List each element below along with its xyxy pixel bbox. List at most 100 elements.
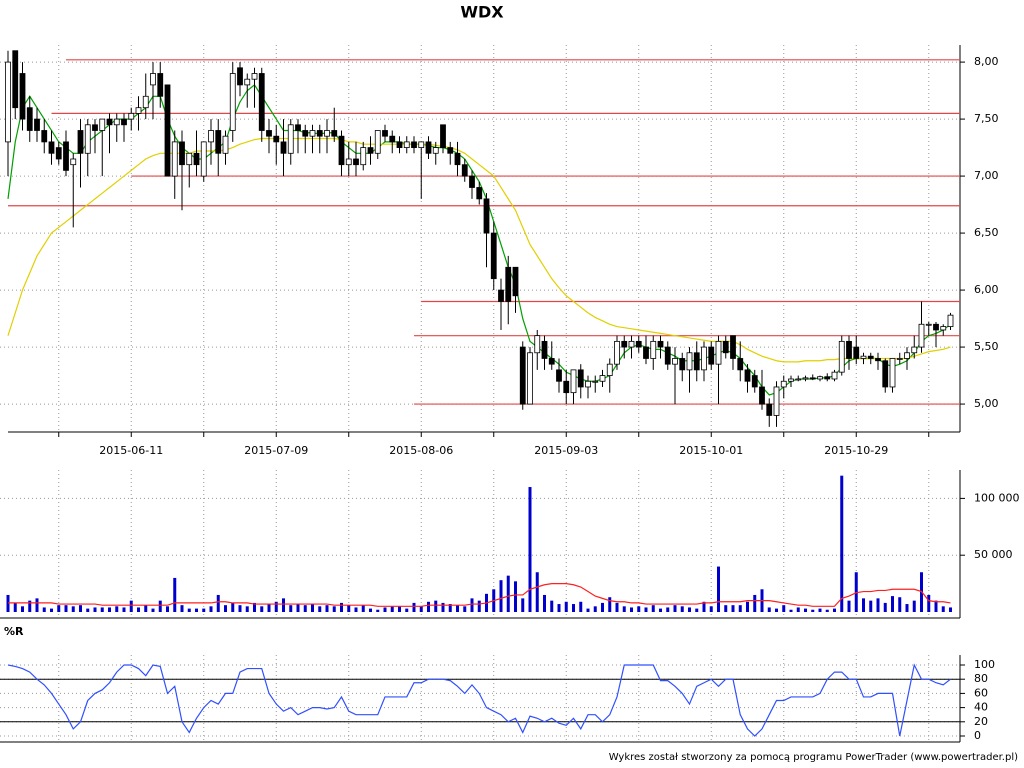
volume-bar	[883, 602, 887, 612]
volume-bar	[79, 605, 82, 612]
volume-bar	[93, 607, 97, 612]
y-tick-label: 6,50	[974, 226, 999, 239]
candle-body	[287, 124, 294, 154]
volume-bar	[376, 609, 380, 612]
candle-body	[454, 152, 461, 166]
volume-bar	[224, 605, 227, 612]
candle-body	[679, 358, 686, 371]
candle-body	[483, 198, 490, 234]
candle-body	[461, 164, 468, 177]
candle-body	[708, 346, 715, 365]
volume-bar	[927, 594, 931, 612]
volume-bar	[173, 577, 177, 612]
x-tick-label: 2015-10-29	[824, 444, 888, 457]
volume-bar	[680, 606, 684, 612]
candle-body	[63, 141, 69, 171]
volume-bar	[390, 606, 394, 612]
volume-bar	[789, 609, 793, 612]
candle-body	[258, 73, 265, 131]
candle-body	[432, 147, 439, 154]
candle-body	[251, 73, 258, 80]
volume-bar	[296, 604, 300, 612]
candle-body	[505, 266, 512, 302]
volume-bar	[122, 607, 126, 612]
volume-bar	[615, 602, 619, 612]
candle-body	[570, 369, 577, 394]
volume-bar	[21, 606, 24, 612]
volume-bar	[13, 602, 17, 612]
candle-body	[592, 380, 599, 383]
candle-body	[650, 340, 657, 359]
candle-body	[164, 84, 171, 177]
volume-bar	[180, 605, 184, 612]
candle-body	[244, 78, 251, 86]
candle-body	[534, 335, 541, 354]
candle-body	[403, 141, 410, 148]
volume-bar	[100, 607, 104, 612]
moving-average	[7, 137, 951, 363]
volume-bar	[775, 608, 778, 612]
candle-body	[853, 346, 860, 359]
volume-bar	[28, 600, 32, 612]
x-tick-label: 2015-08-06	[389, 444, 453, 457]
volume-bar	[267, 604, 271, 612]
candle-body	[498, 289, 504, 302]
volume-bar	[535, 572, 539, 612]
y-tick-label: 8,00	[974, 55, 999, 68]
candle-body	[106, 118, 113, 126]
volume-bar	[35, 598, 39, 612]
volume-bar	[847, 600, 851, 612]
volume-bar	[934, 600, 938, 612]
candle-body	[34, 118, 40, 131]
candle-body	[831, 371, 838, 380]
candle-body	[824, 376, 831, 380]
volume-bar	[601, 602, 604, 612]
candle-body	[947, 314, 954, 327]
volume-bar	[354, 607, 358, 612]
volume-bar	[912, 600, 916, 612]
volume-bar	[187, 608, 191, 612]
candle-body	[541, 340, 548, 359]
volume-bar	[898, 597, 902, 612]
volume-bar	[869, 600, 873, 612]
candle-body	[316, 130, 323, 137]
volume-bar	[891, 596, 894, 612]
candle-body	[418, 141, 425, 148]
volume-bar	[688, 607, 691, 612]
volume-bar	[166, 606, 169, 612]
volume-bar	[506, 575, 510, 612]
candle-body	[171, 141, 178, 177]
volume-bar	[738, 605, 742, 612]
candle-body	[628, 340, 635, 348]
volume-bar	[557, 604, 561, 612]
volume-bar	[630, 607, 633, 612]
candle-body	[643, 346, 649, 359]
volume-bar	[796, 607, 800, 612]
candle-body	[113, 118, 120, 126]
candle-body	[751, 375, 758, 388]
candle-body	[809, 377, 816, 380]
volume-bar	[514, 581, 517, 612]
volume-bar	[209, 606, 213, 612]
candle-body	[512, 266, 519, 297]
candle-body	[382, 130, 388, 137]
volume-bar	[144, 605, 148, 612]
candle-body	[766, 403, 773, 416]
volume-bar	[64, 605, 68, 612]
candle-body	[411, 141, 417, 148]
volume-bar	[550, 600, 554, 612]
candle-body	[904, 352, 910, 359]
candle-body	[440, 124, 446, 148]
volume-bar	[158, 600, 162, 612]
candle-body	[338, 135, 345, 166]
volume-bar	[405, 608, 409, 612]
volume-bar	[108, 607, 111, 612]
chart-title: WDX	[460, 3, 504, 22]
candle-body	[686, 352, 693, 371]
y-tick-label: 20	[974, 715, 988, 728]
volume-bar	[253, 602, 256, 612]
candle-body	[940, 326, 947, 331]
candle-body	[179, 141, 185, 166]
y-tick-label: 0	[974, 729, 981, 742]
volume-bar	[746, 601, 749, 612]
